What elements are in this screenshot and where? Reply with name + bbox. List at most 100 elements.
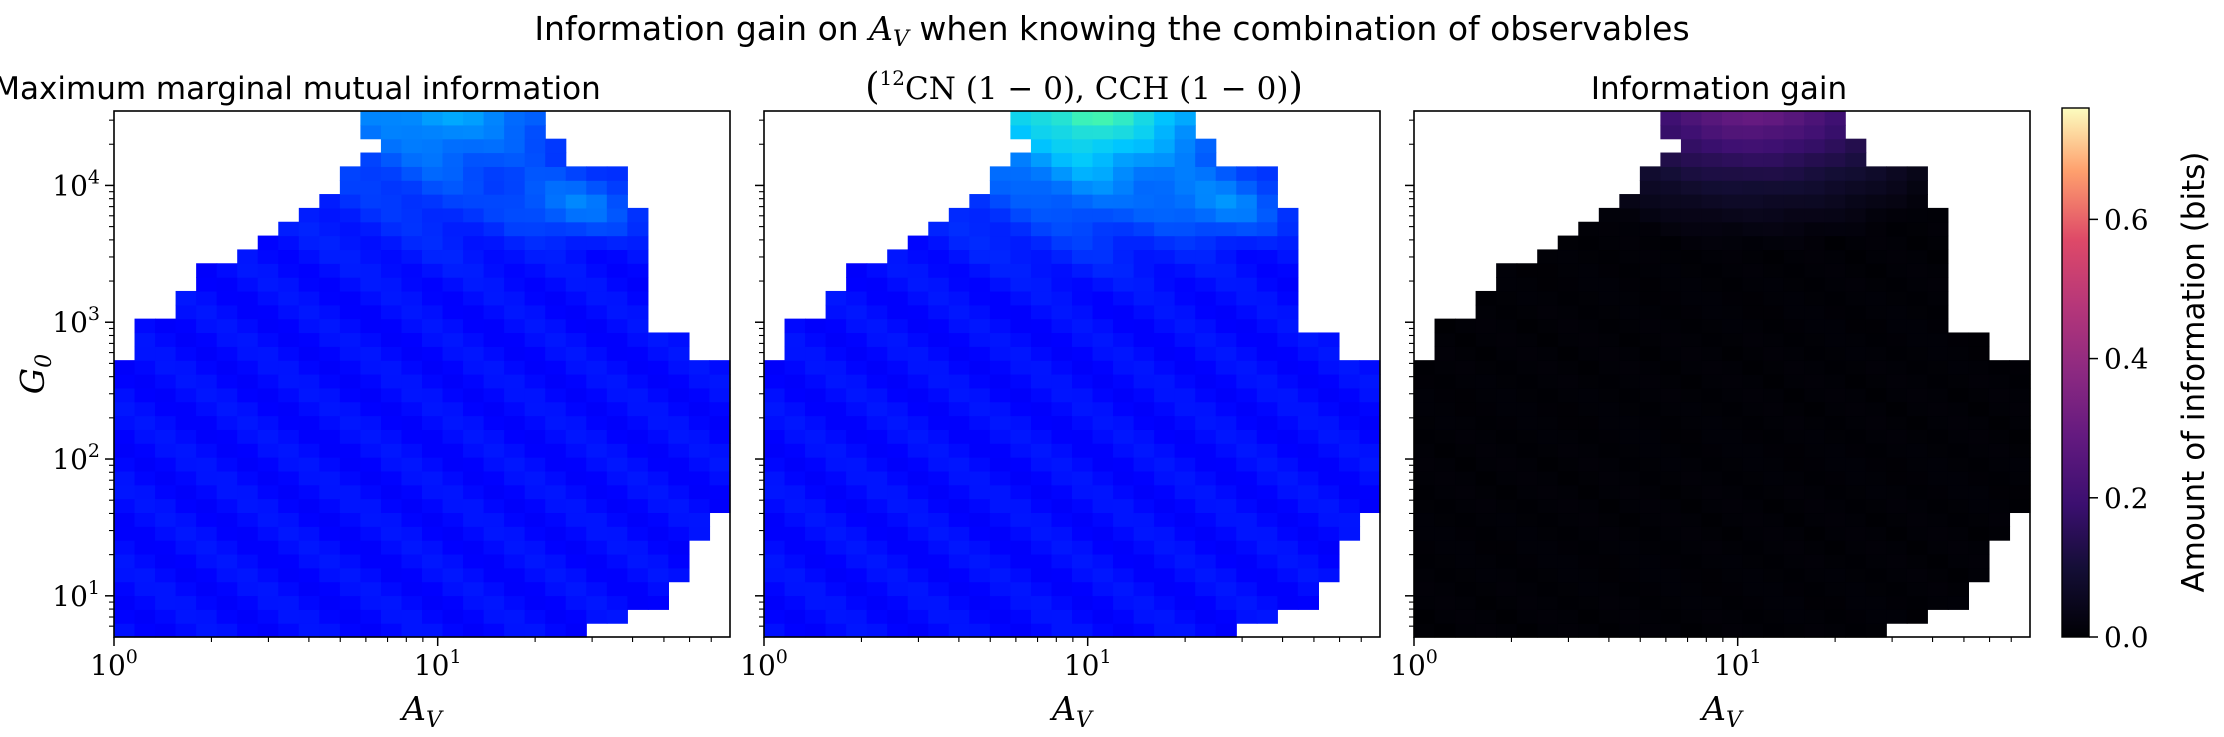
heatmap-cell: [1722, 470, 1744, 486]
heatmap-cell: [360, 470, 382, 486]
heatmap-cell: [1927, 318, 1949, 334]
heatmap-cell: [1598, 263, 1620, 278]
heatmap-cell: [1845, 263, 1867, 278]
heatmap-cell: [969, 360, 991, 375]
heatmap-cell: [1072, 263, 1094, 278]
heatmap-cell: [1865, 609, 1887, 624]
heatmap-cell: [928, 470, 950, 486]
heatmap-cell: [1701, 235, 1723, 251]
heatmap-cell: [606, 526, 628, 541]
heatmap-cell: [825, 470, 847, 486]
heatmap-cell: [237, 623, 259, 638]
heatmap-cell: [545, 443, 567, 458]
heatmap-cell: [483, 346, 505, 361]
heatmap-cell: [504, 249, 526, 264]
heatmap-cell: [1927, 429, 1949, 444]
heatmap-cell: [1722, 318, 1744, 334]
heatmap-cell: [196, 567, 218, 583]
heatmap-cell: [1804, 526, 1826, 541]
heatmap-cell: [1783, 194, 1805, 209]
heatmap-cell: [1318, 429, 1340, 444]
heatmap-cell: [1496, 346, 1518, 361]
heatmap-cell: [114, 443, 136, 458]
heatmap-cell: [1113, 138, 1135, 154]
heatmap-cell: [1701, 415, 1723, 430]
heatmap-cell: [114, 374, 136, 389]
heatmap-cell: [1236, 332, 1258, 347]
heatmap-cell: [1804, 138, 1826, 154]
heatmap-cell: [1639, 498, 1661, 514]
heatmap-cell: [1236, 346, 1258, 361]
heatmap-cell: [298, 581, 320, 597]
heatmap-cell: [1680, 484, 1703, 500]
heatmap-cell: [1030, 332, 1053, 347]
heatmap-cell: [1886, 457, 1908, 472]
heatmap-cell: [1804, 235, 1826, 251]
heatmap-cell: [1845, 166, 1867, 181]
heatmap-cell: [1804, 180, 1826, 195]
heatmap-cell: [969, 470, 991, 486]
heatmap-cell: [846, 263, 868, 278]
heatmap-cell: [1660, 401, 1682, 417]
heatmap-cell: [1434, 581, 1456, 597]
heatmap-cell: [155, 512, 177, 527]
heatmap-cell: [1886, 360, 1908, 375]
heatmap-cell: [1886, 609, 1908, 624]
heatmap-cell: [1318, 415, 1340, 430]
heatmap-cell: [1113, 180, 1135, 195]
heatmap-cell: [1414, 401, 1436, 417]
heatmap-cell: [565, 470, 587, 486]
heatmap-cell: [237, 581, 259, 597]
heatmap-cell: [1496, 387, 1518, 403]
heatmap-cell: [1824, 387, 1846, 403]
heatmap-cell: [360, 374, 382, 389]
heatmap-cell: [155, 567, 177, 583]
heatmap-cell: [155, 401, 177, 417]
heatmap-cell: [1947, 415, 1969, 430]
heatmap-cell: [1537, 346, 1559, 361]
heatmap-cell: [1578, 360, 1600, 375]
heatmap-cell: [1783, 166, 1805, 181]
heatmap-cell: [1215, 235, 1237, 251]
heatmap-cell: [2009, 401, 2031, 417]
heatmap-cell: [1927, 249, 1949, 264]
heatmap-cell: [1537, 318, 1559, 334]
heatmap-cell: [401, 443, 423, 458]
heatmap-cell: [1092, 415, 1114, 430]
heatmap-cell: [360, 290, 382, 306]
heatmap-cell: [380, 360, 403, 375]
heatmap-cell: [928, 429, 950, 444]
heatmap-cell: [784, 346, 806, 361]
heatmap-cell: [463, 277, 485, 292]
heatmap-cell: [380, 526, 403, 541]
heatmap-cell: [196, 318, 218, 334]
heatmap-cell: [1783, 401, 1805, 417]
heatmap-cell: [1824, 553, 1846, 569]
heatmap-cell: [1660, 512, 1682, 527]
heatmap-cell: [401, 401, 423, 417]
heatmap-cell: [846, 484, 868, 500]
heatmap-cell: [360, 180, 382, 195]
heatmap-cell: [175, 401, 197, 417]
heatmap-cell: [1092, 263, 1114, 278]
heatmap-cell: [1701, 526, 1723, 541]
heatmap-cell: [483, 263, 505, 278]
heatmap-cell: [1174, 401, 1196, 417]
heatmap-cell: [784, 415, 806, 430]
heatmap-cell: [1475, 374, 1497, 389]
heatmap-cell: [196, 540, 218, 555]
heatmap-cell: [1475, 567, 1497, 583]
heatmap-cell: [278, 512, 300, 527]
heatmap-cell: [1742, 374, 1764, 389]
heatmap-cell: [805, 526, 827, 541]
heatmap-cell: [483, 470, 505, 486]
heatmap-cell: [1988, 443, 2011, 458]
heatmap-cell: [1092, 374, 1114, 389]
heatmap-cell: [1072, 166, 1094, 181]
heatmap-cell: [545, 318, 567, 334]
heatmap-cell: [1496, 526, 1518, 541]
heatmap-cell: [1414, 623, 1436, 638]
heatmap-cell: [1434, 415, 1456, 430]
heatmap-cell: [237, 290, 259, 306]
heatmap-cell: [846, 498, 868, 514]
